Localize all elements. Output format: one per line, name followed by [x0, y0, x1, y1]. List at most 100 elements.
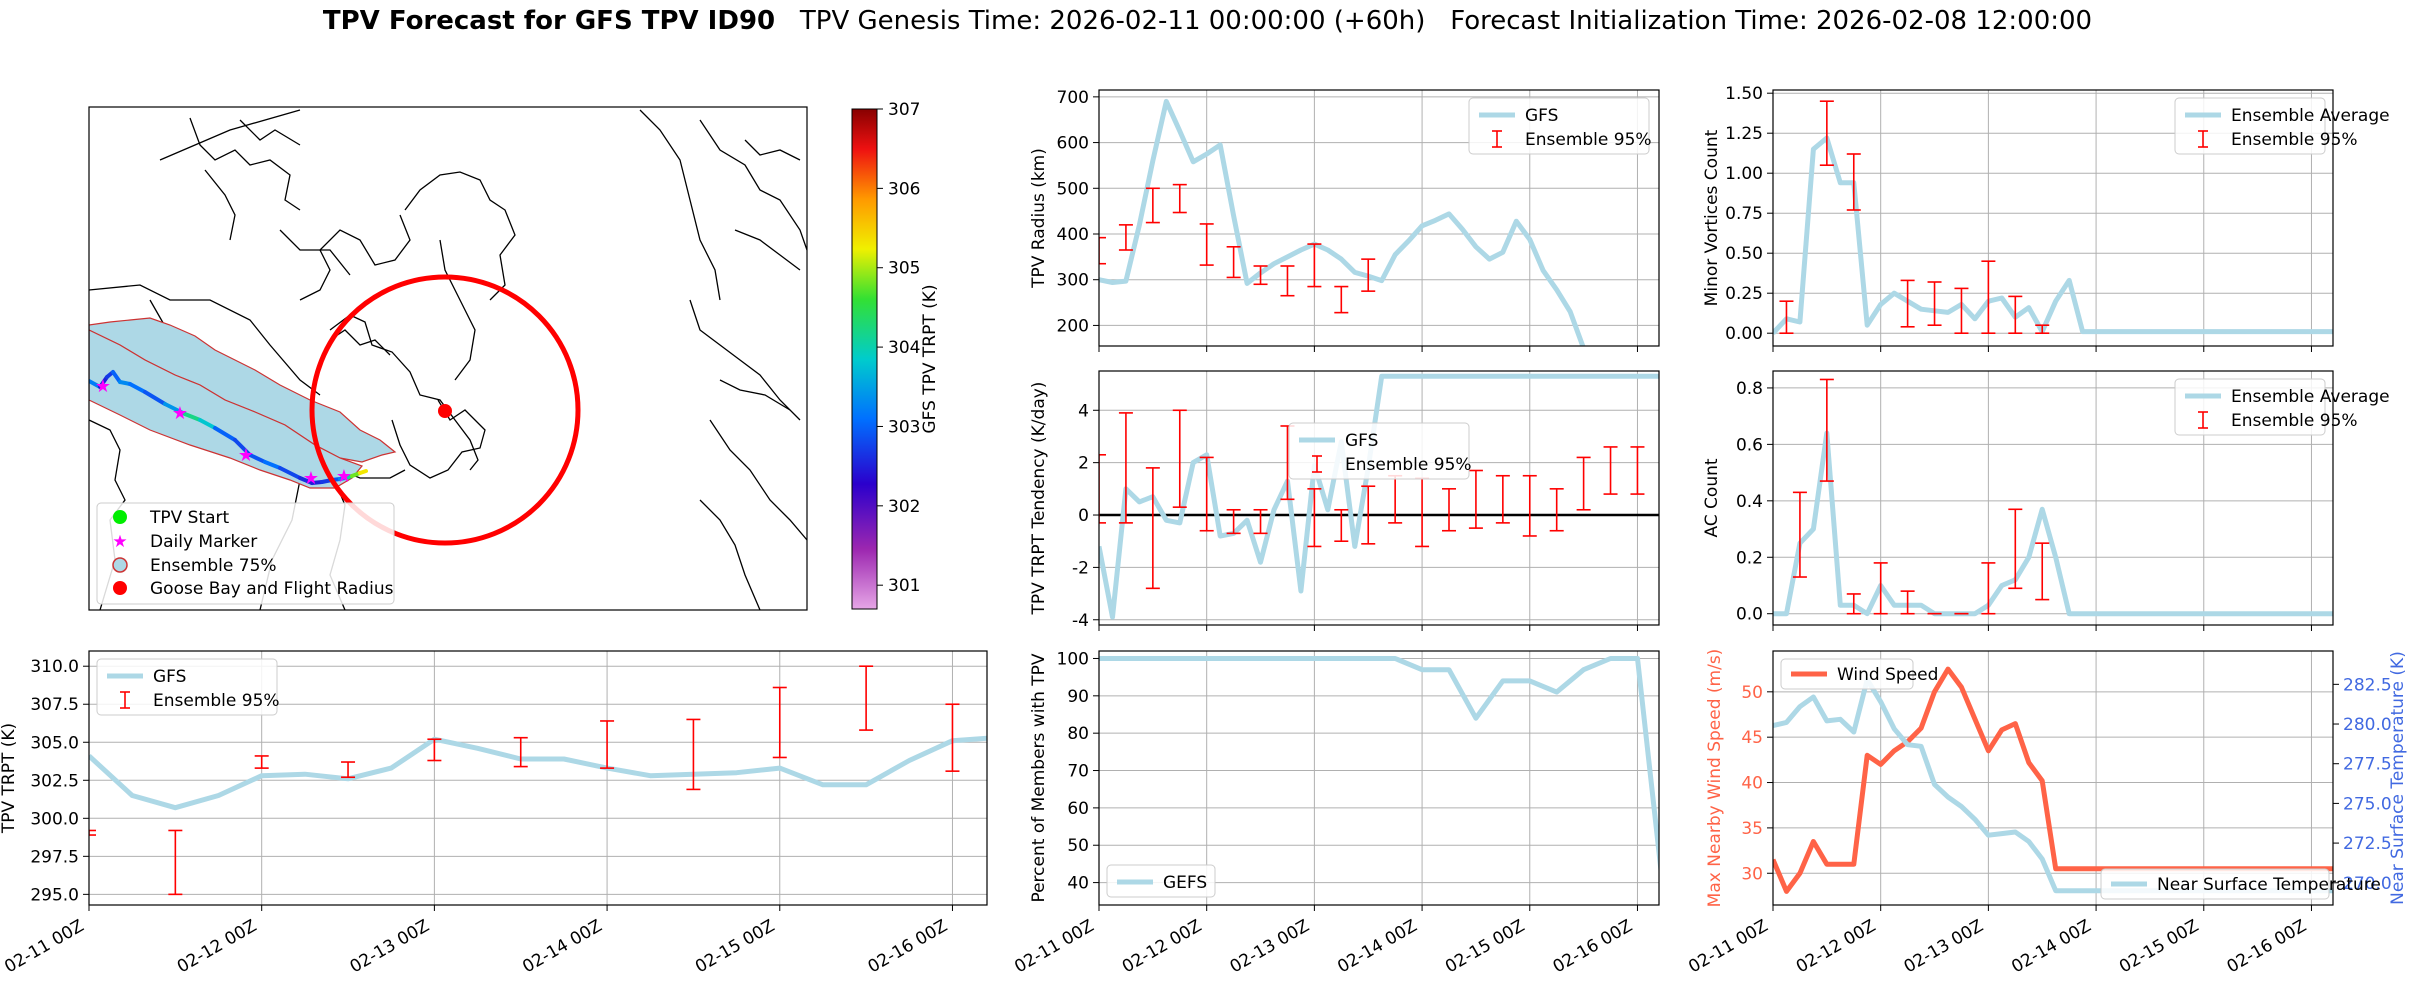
- errorbar: [1253, 265, 1268, 286]
- y-axis-label: TPV TRPT (K): [0, 723, 19, 834]
- y-tick-label: 0.2: [1736, 548, 1763, 568]
- track-segment: [143, 390, 167, 406]
- errorbar: [1522, 474, 1537, 537]
- x-tick-label: 02-15 00Z: [1442, 916, 1528, 977]
- errorbar: [1846, 153, 1861, 211]
- x-tick-label: 02-14 00Z: [519, 916, 605, 977]
- errorbar: [1172, 183, 1187, 214]
- errorbar: [1900, 590, 1915, 615]
- plot-area: [1099, 371, 1659, 625]
- colorbar-tick-label: 306: [888, 179, 920, 199]
- x-tick-label: 02-14 00Z: [1334, 916, 1420, 977]
- legend-marker-tpv-start: [113, 510, 127, 524]
- flight-radius-circle: [309, 274, 581, 546]
- errorbar: [1792, 491, 1807, 578]
- series-line-gfs: [1099, 373, 1659, 620]
- x-tick-label: 02-12 00Z: [1793, 916, 1879, 977]
- daily-marker: ★: [336, 466, 352, 487]
- track-segment: [98, 375, 109, 389]
- y-tick-label: 30: [1741, 864, 1763, 884]
- legend-label: Wind Speed: [1837, 665, 1938, 685]
- errorbar: [1846, 593, 1861, 615]
- track-segment: [89, 379, 102, 389]
- errorbar: [1873, 562, 1888, 615]
- y-tick-label: 60: [1067, 799, 1089, 819]
- errorbar: [1199, 456, 1214, 532]
- y-axis-label: TPV Radius (km): [1029, 148, 1049, 289]
- map-legend-box: [96, 502, 395, 605]
- x-tick-label: 02-11 00Z: [1685, 916, 1771, 977]
- series-group: [1773, 100, 2333, 335]
- legend-label-tpv-start: TPV Start: [149, 508, 230, 528]
- track-segment: [213, 426, 237, 442]
- x-tick-label: 02-13 00Z: [1227, 916, 1313, 977]
- errorbar: [89, 829, 96, 836]
- y-tick-label: 302.5: [30, 771, 79, 791]
- y-tick-label: 300.0: [30, 809, 79, 829]
- legend-wind: Wind Speed: [1780, 658, 1938, 690]
- colorbar-ticks: 301 302 303 304 305 306 307: [877, 100, 920, 596]
- errorbar: [1253, 508, 1268, 535]
- errorbar: [1603, 446, 1618, 495]
- errorbar: [1172, 409, 1187, 508]
- map-panel: ★ ★ ★ ★ ★ ★ TPV Start Daily Marker Ensem…: [88, 100, 940, 611]
- chart-wind: 02-11 00Z 02-12 00Z 02-13 00Z 02-14 00Z 02-1…: [1685, 649, 2408, 978]
- errorbar: [1927, 281, 1942, 327]
- y2-tick-label: 282.5: [2343, 675, 2392, 695]
- errorbar: [1334, 285, 1349, 314]
- title-rest: TPV Genesis Time: 2026-02-11 00:00:00 (+…: [775, 6, 2093, 36]
- y-tick-label: 2: [1078, 454, 1089, 474]
- y-tick-label: 90: [1067, 687, 1089, 707]
- legend-temperature: Near Surface Temperature: [2100, 868, 2381, 900]
- chart-trpt: 02-11 00Z 02-12 00Z 02-13 00Z 02-14 00Z 02-1…: [0, 650, 988, 977]
- plot-frame: [1098, 370, 1660, 626]
- goose-bay-marker: [438, 404, 452, 418]
- errorbar: [686, 718, 701, 791]
- legend-members: GEFS: [1106, 864, 1216, 898]
- legend-box: [96, 658, 278, 716]
- chart-minor: 0.00 0.25 0.50 0.75 1.00 1.25 1.50 Minor Vortic…: [1702, 84, 2390, 352]
- errorbar: [859, 665, 874, 731]
- y-tick-label: 0.50: [1725, 244, 1763, 264]
- errorbar: [772, 686, 787, 759]
- legend-label: GFS: [1345, 431, 1378, 451]
- series-group: [1099, 98, 1659, 346]
- errorbar: [1334, 508, 1349, 543]
- legend-box: [1780, 658, 1914, 690]
- legend-label-goose-bay: Goose Bay and Flight Radius: [150, 579, 394, 599]
- legend-label: Near Surface Temperature: [2157, 875, 2381, 895]
- legend-marker-goose-bay: [113, 581, 127, 595]
- errorbar: [1118, 412, 1133, 524]
- track-segment: [248, 453, 267, 464]
- y-tick-label: 295.0: [30, 885, 79, 905]
- legend-marker-ensemble-75: [112, 557, 128, 573]
- legend-trpt: GFS Ensemble 95%: [96, 658, 280, 716]
- y-tick-label: 0.00: [1725, 324, 1763, 344]
- x-tick-label: 02-12 00Z: [1119, 916, 1205, 977]
- legend-box: [2174, 97, 2326, 155]
- legend-label: GEFS: [1163, 873, 1207, 893]
- y-tick-label: 35: [1741, 819, 1763, 839]
- series-group: [89, 665, 987, 896]
- legend-box: [2100, 868, 2330, 900]
- daily-marker: ★: [95, 376, 111, 397]
- y2-tick-label: 275.0: [2343, 794, 2392, 814]
- legend-box: [1288, 422, 1470, 480]
- y-tick-label: 500: [1057, 179, 1089, 199]
- plot-frame: [1098, 89, 1660, 347]
- errorbar: [1280, 265, 1295, 297]
- errorbar: [1819, 378, 1834, 482]
- x-tick-label: 02-14 00Z: [2008, 916, 2094, 977]
- errorbar: [2008, 508, 2023, 590]
- errorbar: [1226, 508, 1241, 535]
- y-tick-label: 600: [1057, 134, 1089, 154]
- legend-label: Ensemble 95%: [2231, 411, 2358, 431]
- series-group: [1773, 378, 2333, 617]
- colorbar-tick-label: 304: [888, 338, 920, 358]
- y2-tick-label: 277.5: [2343, 755, 2392, 775]
- errorbar: [513, 736, 528, 768]
- legend-box: [1468, 97, 1650, 155]
- y-tick-label: 0: [1078, 506, 1089, 526]
- y-tick-label: 0.8: [1736, 379, 1763, 399]
